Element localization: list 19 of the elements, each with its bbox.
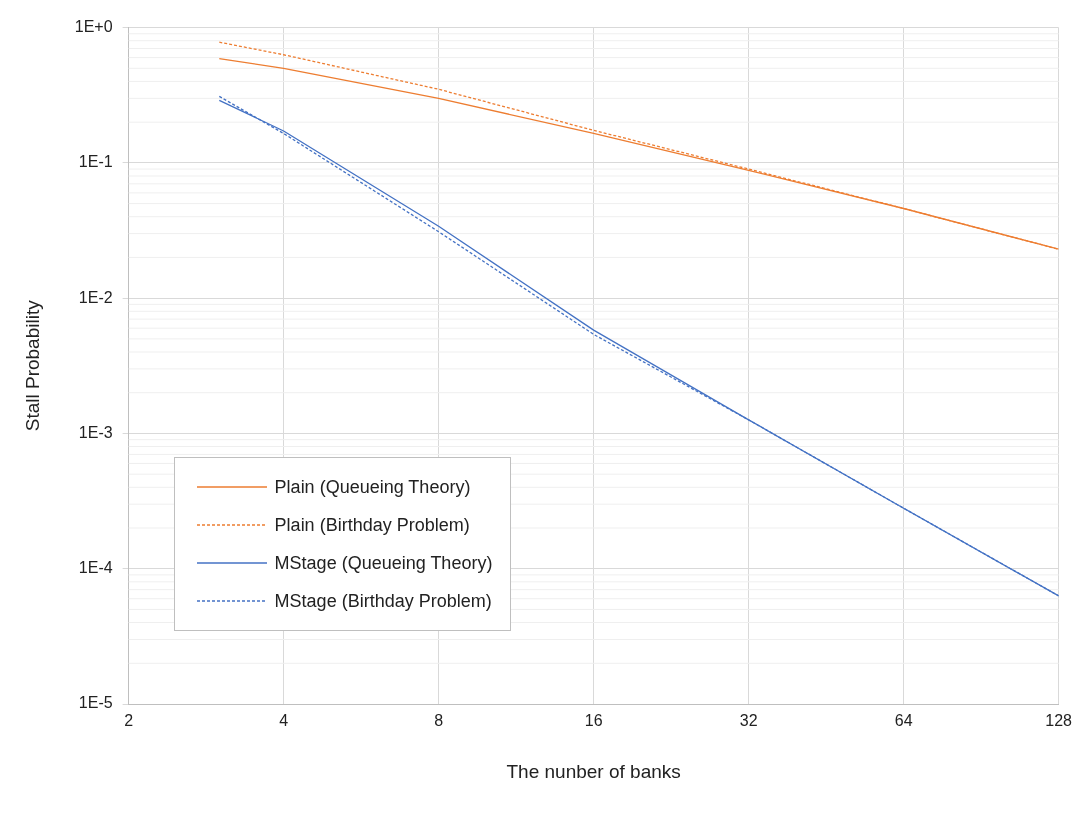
legend-label: MStage (Queueing Theory): [274, 552, 493, 574]
y-axis-title: Stall Probability: [21, 299, 43, 432]
y-tick-label: 1E-5: [78, 694, 113, 712]
x-tick-label: 2: [124, 712, 134, 730]
y-tick-label: 1E+0: [74, 18, 113, 36]
x-tick-label: 128: [1045, 712, 1073, 730]
x-tick-label: 32: [739, 712, 758, 730]
x-axis-title: The nunber of banks: [506, 760, 681, 782]
x-tick-label: 64: [894, 712, 913, 730]
legend-label: Plain (Queueing Theory): [274, 476, 471, 498]
x-tick-label: 4: [279, 712, 289, 730]
x-tick-label: 8: [434, 712, 444, 730]
x-tick-label: 16: [584, 712, 603, 730]
legend-label: MStage (Birthday Problem): [274, 590, 492, 612]
legend-label: Plain (Birthday Problem): [274, 514, 470, 536]
y-tick-label: 1E-3: [78, 423, 113, 441]
y-tick-label: 1E-2: [78, 288, 113, 306]
y-tick-label: 1E-4: [78, 559, 113, 577]
y-tick-label: 1E-1: [78, 153, 113, 171]
